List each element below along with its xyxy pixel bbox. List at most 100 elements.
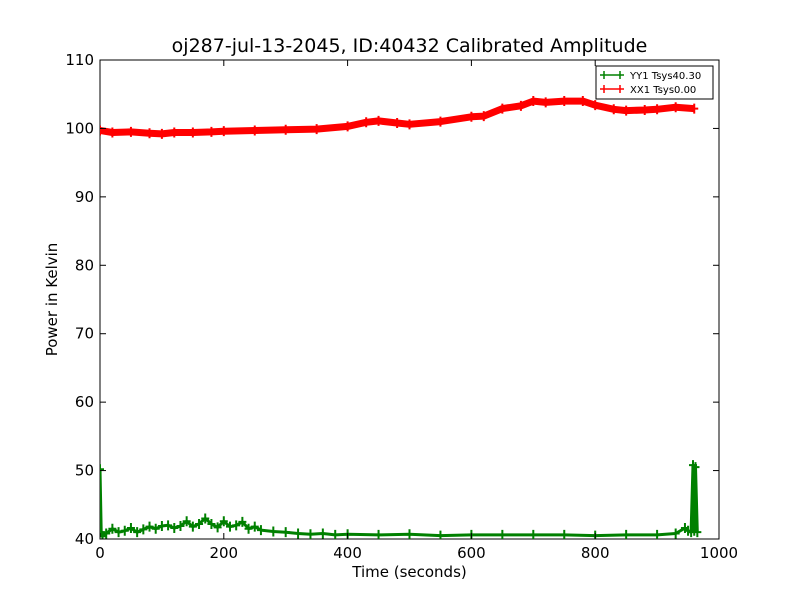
data-point	[232, 520, 241, 531]
x-tick-label: 1000	[700, 544, 738, 562]
x-tick-label: 200	[209, 544, 238, 562]
data-point	[374, 115, 383, 126]
data-point	[157, 128, 166, 139]
data-point	[529, 529, 538, 539]
data-point	[467, 111, 476, 122]
data-point	[516, 100, 525, 111]
y-tick-label: 110	[65, 51, 94, 69]
data-point	[250, 521, 259, 532]
y-axis-label: Power in Kelvin	[43, 243, 61, 357]
data-point	[479, 111, 488, 122]
plot-area	[99, 59, 720, 540]
data-point	[151, 523, 160, 534]
data-point	[207, 126, 216, 137]
data-point	[609, 104, 618, 115]
data-point	[219, 516, 228, 527]
data-point	[269, 526, 278, 537]
data-point	[213, 522, 222, 533]
data-point	[145, 521, 154, 532]
y-tick-label: 50	[75, 462, 94, 480]
data-point	[498, 103, 507, 114]
data-point	[405, 529, 414, 539]
x-axis-label: Time (seconds)	[351, 563, 467, 581]
data-point	[331, 529, 340, 539]
data-point	[195, 518, 204, 529]
data-point	[108, 523, 117, 534]
legend-box	[595, 65, 714, 100]
y-tick-label: 40	[75, 530, 94, 548]
data-point	[250, 125, 259, 136]
data-point	[108, 127, 117, 138]
data-point	[306, 529, 315, 539]
data-point	[102, 528, 111, 539]
data-point	[126, 126, 135, 137]
y-tick-label: 90	[75, 188, 94, 206]
data-point	[126, 523, 135, 534]
data-point	[653, 529, 662, 539]
data-point	[182, 516, 191, 527]
chart-title: oj287-jul-13-2045, ID:40432 Calibrated A…	[172, 35, 648, 57]
data-point	[498, 529, 507, 539]
data-point	[405, 119, 414, 130]
y-tick-label: 70	[75, 325, 94, 343]
data-point	[100, 125, 104, 136]
data-point	[294, 528, 303, 539]
data-point	[100, 464, 104, 475]
data-point	[281, 124, 290, 135]
data-point	[188, 521, 197, 532]
data-point	[529, 96, 538, 107]
data-point	[622, 529, 631, 539]
data-point	[120, 525, 129, 536]
data-point	[201, 513, 210, 524]
data-point	[690, 103, 699, 114]
data-point	[393, 117, 402, 128]
data-point	[436, 116, 445, 127]
legend-marker	[603, 71, 621, 79]
y-tick-label: 60	[75, 393, 94, 411]
data-point	[244, 523, 253, 534]
data-point	[188, 127, 197, 138]
data-point	[256, 525, 265, 536]
data-point	[560, 529, 569, 539]
data-point	[560, 96, 569, 107]
data-point	[362, 117, 371, 128]
data-point	[176, 520, 185, 531]
data-point	[640, 104, 649, 115]
legend-label: YY1 Tsys40.30	[629, 71, 701, 82]
data-point	[312, 124, 321, 135]
data-point	[343, 121, 352, 132]
data-point	[318, 528, 327, 539]
data-point	[691, 462, 700, 473]
legend: YY1 Tsys40.30 XX1 Tsys0.00	[595, 65, 714, 100]
data-point	[225, 521, 234, 532]
data-point	[170, 523, 179, 534]
data-point	[591, 100, 600, 111]
data-point	[219, 126, 228, 137]
data-point	[164, 520, 173, 531]
data-point	[170, 127, 179, 138]
data-point	[436, 530, 445, 539]
x-tick-label: 600	[457, 544, 486, 562]
legend-marker	[603, 85, 621, 93]
data-point	[238, 516, 247, 527]
data-point	[622, 105, 631, 116]
series-2	[100, 96, 699, 139]
data-point	[139, 524, 148, 535]
data-point	[133, 527, 142, 538]
y-tick-label: 80	[75, 256, 94, 274]
data-point	[693, 527, 702, 538]
x-tick-label: 400	[333, 544, 362, 562]
data-point	[671, 528, 680, 539]
data-point	[281, 527, 290, 538]
data-point	[671, 102, 680, 113]
data-point	[541, 97, 550, 108]
y-tick-label: 100	[65, 119, 94, 137]
data-point	[145, 128, 154, 139]
x-tick-label: 800	[581, 544, 610, 562]
data-point	[578, 96, 587, 107]
legend-label: XX1 Tsys0.00	[630, 85, 696, 96]
data-point	[207, 518, 216, 529]
data-point	[114, 527, 123, 538]
x-tick-label: 0	[95, 544, 105, 562]
